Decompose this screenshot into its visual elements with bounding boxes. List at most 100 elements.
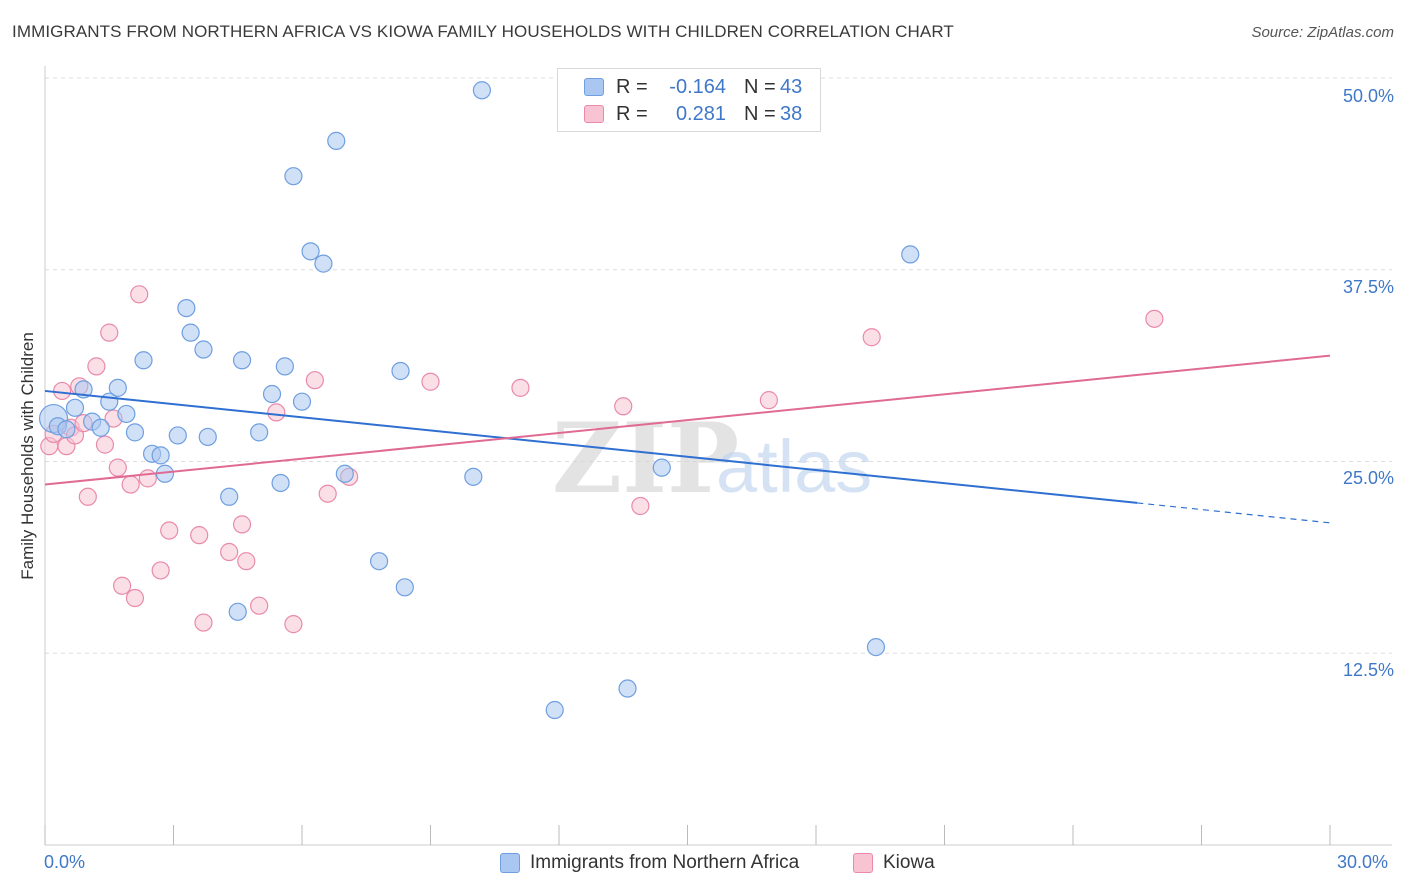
data-point xyxy=(228,602,247,621)
data-point xyxy=(901,245,920,264)
data-point xyxy=(130,285,149,304)
legend-item-kiowa: Kiowa xyxy=(853,852,935,874)
data-point xyxy=(151,446,170,465)
x-tick-label: 0.0% xyxy=(44,852,86,872)
data-point xyxy=(271,473,290,493)
trend-line-extension xyxy=(1137,502,1331,524)
data-point xyxy=(181,323,200,342)
data-point xyxy=(220,542,239,562)
data-point xyxy=(511,378,530,397)
data-point xyxy=(301,242,320,261)
data-point xyxy=(198,427,217,447)
pink-swatch xyxy=(853,853,873,873)
data-point xyxy=(652,458,671,477)
correlation-legend: R = -0.164 N = 43 R = 0.281 N = 38 xyxy=(557,68,821,132)
data-point xyxy=(631,496,650,516)
data-point xyxy=(125,423,145,442)
y-tick-label: 25.0% xyxy=(1342,468,1394,488)
data-point xyxy=(614,397,633,416)
data-point xyxy=(138,469,157,488)
blue-swatch xyxy=(584,78,604,96)
source-label: Source: ZipAtlas.com xyxy=(1251,24,1394,41)
r-label: R = xyxy=(616,75,648,98)
data-point xyxy=(862,328,881,347)
n-value: 43 xyxy=(780,75,803,98)
data-point xyxy=(314,254,333,273)
data-point xyxy=(391,361,410,381)
data-point xyxy=(759,391,778,410)
data-point xyxy=(121,475,140,494)
trend-line-kiowa xyxy=(44,354,1331,486)
data-point xyxy=(1145,309,1164,328)
data-point xyxy=(472,81,491,100)
data-point xyxy=(134,351,153,370)
data-point xyxy=(284,167,303,186)
n-label: N = xyxy=(744,102,776,125)
data-point xyxy=(545,700,564,720)
data-point xyxy=(87,357,106,376)
data-point xyxy=(250,423,269,442)
data-point xyxy=(421,372,440,391)
y-tick-label: 50.0% xyxy=(1342,86,1394,106)
watermark-atlas: atlas xyxy=(716,425,872,508)
chart-title: IMMIGRANTS FROM NORTHERN AFRICA VS KIOWA… xyxy=(12,22,954,41)
data-point xyxy=(464,467,483,486)
data-point xyxy=(112,576,132,595)
data-point xyxy=(100,323,119,342)
data-point xyxy=(117,404,136,424)
r-value: 0.281 xyxy=(675,102,726,125)
data-point xyxy=(335,464,354,483)
data-point xyxy=(177,299,196,318)
data-point xyxy=(232,515,252,534)
data-point xyxy=(108,378,127,397)
trend-line-northern-africa xyxy=(44,389,1138,504)
y-tick-label: 12.5% xyxy=(1342,660,1394,680)
data-point xyxy=(318,484,337,503)
n-value: 38 xyxy=(780,102,803,125)
data-point xyxy=(160,521,179,540)
pink-swatch xyxy=(584,105,604,123)
data-point xyxy=(95,435,115,454)
axes xyxy=(44,66,1392,846)
data-point xyxy=(284,615,303,634)
data-point xyxy=(220,487,239,506)
blue-swatch xyxy=(500,853,520,873)
data-point xyxy=(262,384,282,404)
data-point xyxy=(65,398,85,417)
data-point xyxy=(395,578,414,597)
data-point xyxy=(53,381,72,401)
r-value: -0.164 xyxy=(669,75,726,98)
data-point xyxy=(168,426,187,445)
data-point xyxy=(237,552,256,571)
data-point xyxy=(151,561,170,580)
data-point xyxy=(866,638,886,657)
r-label: R = xyxy=(616,102,648,125)
data-point xyxy=(267,403,286,422)
data-point xyxy=(250,596,269,615)
legend-item-northern-africa: Immigrants from Northern Africa xyxy=(500,852,799,874)
y-axis-label: Family Households with Children xyxy=(18,332,37,580)
y-tick-label: 37.5% xyxy=(1342,277,1394,297)
x-tick-label: 30.0% xyxy=(1337,852,1389,872)
legend-row-blue: R = -0.164 N = 43 xyxy=(584,75,802,99)
data-point xyxy=(232,351,252,370)
legend-label: Immigrants from Northern Africa xyxy=(530,852,800,873)
data-point xyxy=(125,588,145,608)
data-point xyxy=(327,131,346,150)
data-point xyxy=(108,458,127,477)
data-point xyxy=(618,679,637,698)
data-point xyxy=(305,371,324,390)
legend-label: Kiowa xyxy=(883,852,935,873)
data-point xyxy=(57,420,76,439)
data-point xyxy=(190,526,209,545)
trend-lines xyxy=(44,354,1331,524)
n-label: N = xyxy=(744,75,776,98)
legend-row-pink: R = 0.281 N = 38 xyxy=(584,102,802,126)
data-point xyxy=(370,552,389,571)
data-point xyxy=(194,340,213,359)
data-point xyxy=(292,392,312,411)
data-point xyxy=(194,613,213,632)
data-point xyxy=(78,487,97,506)
data-point xyxy=(275,357,294,376)
